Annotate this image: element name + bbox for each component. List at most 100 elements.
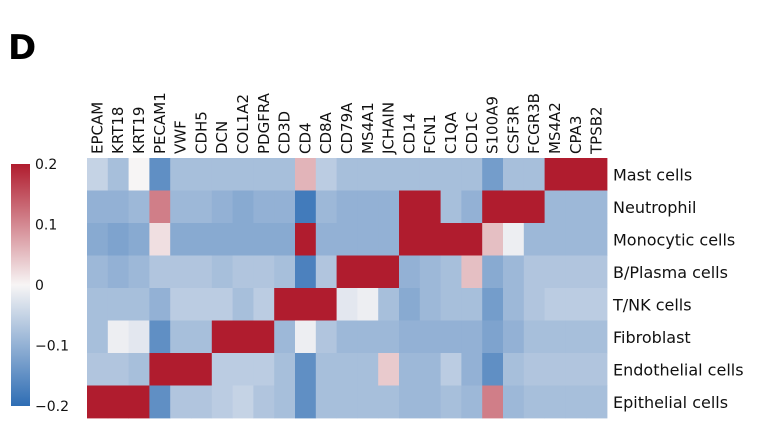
heatmap-cell [149,158,171,191]
heatmap-cell [503,223,525,256]
heatmap-cell [503,288,525,321]
heatmap-cell [149,353,171,386]
heatmap-cell [149,320,171,354]
heatmap-cell [315,158,337,191]
heatmap-cell [274,385,296,419]
heatmap-cell [274,255,296,289]
heatmap-cell [295,223,317,256]
heatmap-cell [378,385,400,419]
heatmap-cell [544,223,566,256]
column-label: EPCAM [88,102,106,154]
heatmap-cell [399,288,421,321]
column-label: FCGR3B [525,93,543,154]
heatmap-cell [399,353,421,386]
panel-label: D [8,28,37,68]
heatmap-cell [295,190,317,224]
heatmap-cell [523,288,545,321]
heatmap-cell [565,190,587,224]
heatmap-cell [461,288,483,321]
heatmap-cell [378,353,400,386]
heatmap-cell [357,223,379,256]
heatmap-cell [461,223,483,256]
column-label: KRT19 [130,107,148,154]
heatmap-cell [586,320,608,354]
row-labels: Mast cells Neutrophil Monocytic cells B/Pla… [612,165,744,412]
heatmap-cell [191,320,213,354]
heatmap-cell [232,190,254,224]
heatmap-cell [336,223,358,256]
heatmap-cell [419,190,441,224]
heatmap-cell [586,158,608,191]
heatmap-cell [232,385,254,419]
heatmap-cell [565,385,587,419]
heatmap-cell [107,255,129,289]
heatmap-cell [544,320,566,354]
heatmap-cell [461,320,483,354]
heatmap-cell [586,190,608,224]
heatmap-cell [211,320,233,354]
heatmap-cell [315,190,337,224]
heatmap-cell [461,385,483,419]
heatmap-cell [232,288,254,321]
heatmap-cell [378,255,400,289]
heatmap-cell [170,288,192,321]
heatmap-cell [357,320,379,354]
heatmap-cell [211,158,233,191]
heatmap-cell [482,320,504,354]
heatmap-cell [128,190,150,224]
heatmap-cell [336,288,358,321]
column-label: JCHAIN [380,102,398,155]
heatmap-cell [544,385,566,419]
heatmap-cell [523,385,545,419]
heatmap-cell [419,385,441,419]
heatmap-cell [191,288,213,321]
column-label: DCN [213,121,231,154]
heatmap-cell [232,255,254,289]
column-label: MS4A1 [359,102,377,154]
heatmap-cell [440,223,462,256]
heatmap-cell [565,158,587,191]
heatmap-cell [107,190,129,224]
column-label: CSF3R [504,105,522,154]
row-label: Neutrophil [613,198,696,217]
heatmap-cell [482,353,504,386]
colorbar-tick-label: 0.2 [35,157,57,173]
heatmap-cell [191,223,213,256]
heatmap-cell [149,255,171,289]
colorbar-tick-label: −0.1 [35,339,69,355]
heatmap-cell [357,190,379,224]
heatmap-cell [253,158,275,191]
heatmap-cell [399,223,421,256]
column-label: CD1C [463,112,481,154]
heatmap-cell [336,255,358,289]
heatmap-cell [440,320,462,354]
heatmap-cell [87,223,109,256]
heatmap-cell [253,190,275,224]
heatmap-cell [544,158,566,191]
heatmap-cell [565,353,587,386]
heatmap-cell [232,320,254,354]
heatmap-cell [523,190,545,224]
heatmap-cell [586,385,608,419]
heatmap-cell [586,288,608,321]
heatmap-cell [128,223,150,256]
heatmap-cell [461,158,483,191]
heatmap-cell [419,255,441,289]
colorbar-gradient [11,164,30,406]
colorbar-tick-label: −0.2 [35,399,69,415]
heatmap-cell [191,353,213,386]
column-label: CD8A [317,111,335,154]
heatmap-cell [419,320,441,354]
heatmap-cell [128,158,150,191]
colorbar-tick-label: 0 [35,278,44,294]
heatmap-cell [87,320,109,354]
column-label: KRT18 [109,107,127,154]
heatmap-cell [523,353,545,386]
heatmap-cell [128,353,150,386]
heatmap-cell [170,353,192,386]
heatmap-cell [544,255,566,289]
heatmap-cell [274,320,296,354]
heatmap-cell [232,353,254,386]
heatmap-cell [253,223,275,256]
